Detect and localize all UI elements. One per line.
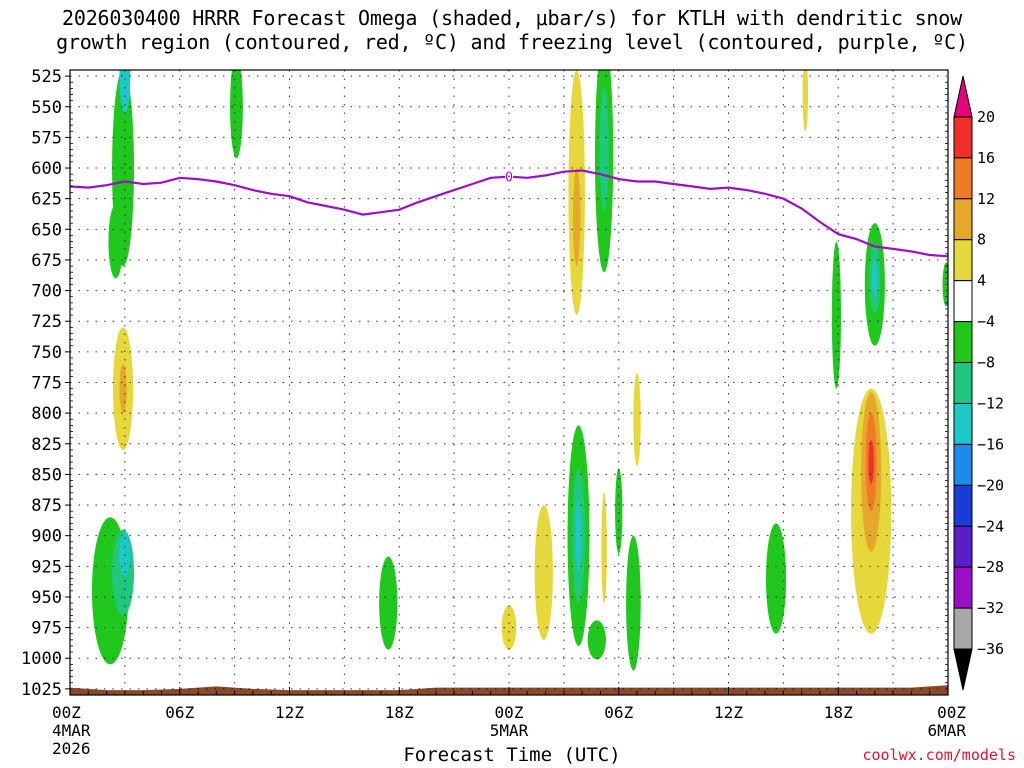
colorbar-bin-8 xyxy=(953,402,973,445)
y-tick-label-700: 700 xyxy=(31,282,62,302)
x-tick-sublabel-24-0: 5MAR xyxy=(490,721,529,740)
omega-cell-19 xyxy=(587,620,606,660)
colorbar-bin-2 xyxy=(953,157,973,200)
y-tick-label-1000: 1000 xyxy=(21,649,62,669)
colorbar-label-14: −36 xyxy=(977,640,1004,658)
x-tick-label-12: 12Z xyxy=(275,703,304,722)
omega-cell-22 xyxy=(626,535,641,671)
y-tick-label-625: 625 xyxy=(31,190,62,210)
x-tick-label-30: 06Z xyxy=(604,703,633,722)
y-tick-label-525: 525 xyxy=(31,67,62,87)
y-tick-label-650: 650 xyxy=(31,220,62,240)
colorbar-bin-11 xyxy=(953,525,973,568)
omega-cell-34 xyxy=(868,440,874,485)
x-tick-sublabel-48-0: 6MAR xyxy=(927,721,966,740)
y-tick-label-600: 600 xyxy=(31,159,62,179)
omega-cell-9 xyxy=(379,556,398,650)
x-tick-label-36: 12Z xyxy=(714,703,743,722)
omega-cell-21 xyxy=(615,468,623,555)
title-line-2: growth region (contoured, red, ºC) and f… xyxy=(56,30,968,54)
omega-cell-3 xyxy=(230,70,243,159)
colorbar-label-3: 12 xyxy=(977,190,995,208)
omega-cell-2 xyxy=(119,70,131,113)
x-axis-label: Forecast Time (UTC) xyxy=(403,744,621,766)
y-tick-label-550: 550 xyxy=(31,98,62,118)
omega-cell-8 xyxy=(119,532,131,577)
colorbar: 20 16 12 8 4 −4 −8 −12 −16 −20 −24 −28 −32 −36 xyxy=(953,75,1004,691)
y-tick-label-725: 725 xyxy=(31,312,62,332)
freezing-level-label: 0 xyxy=(505,171,513,186)
credit-text: coolwx.com/models xyxy=(862,746,1016,764)
colorbar-label-7: −8 xyxy=(977,354,995,372)
colorbar-bin-10 xyxy=(953,484,973,527)
y-tick-label-875: 875 xyxy=(31,496,62,516)
colorbar-label-8: −12 xyxy=(977,394,1004,412)
omega-cell-18 xyxy=(575,498,582,573)
colorbar-bin-3 xyxy=(953,198,973,241)
y-tick-label-800: 800 xyxy=(31,404,62,424)
colorbar-bin-6 xyxy=(953,321,973,364)
x-tick-label-48: 00Z xyxy=(937,703,966,722)
colorbar-label-6: −4 xyxy=(977,313,995,331)
colorbar-bin-5 xyxy=(953,280,973,323)
y-tick-label-675: 675 xyxy=(31,251,62,271)
omega-cell-29 xyxy=(872,261,878,296)
omega-cell-13 xyxy=(573,168,581,267)
y-tick-label-750: 750 xyxy=(31,343,62,363)
omega-shading xyxy=(91,70,948,671)
x-tick-label-6: 06Z xyxy=(165,703,194,722)
x-tick-label-0: 00Z xyxy=(52,703,81,722)
colorbar-label-11: −24 xyxy=(977,517,1004,535)
colorbar-label-13: −32 xyxy=(977,599,1004,617)
x-tick-sublabel-0-1: 2026 xyxy=(52,739,91,758)
colorbar-label-10: −20 xyxy=(977,476,1004,494)
omega-cell-23 xyxy=(633,372,641,466)
y-tick-label-975: 975 xyxy=(31,619,62,639)
colorbar-label-2: 16 xyxy=(977,149,995,167)
chart-title: 2026030400 HRRR Forecast Omega (shaded, … xyxy=(0,6,1024,54)
colorbar-bin-9 xyxy=(953,443,973,486)
omega-cell-1 xyxy=(108,204,124,279)
omega-cell-15 xyxy=(599,88,609,211)
x-tick-label-42: 18Z xyxy=(824,703,853,722)
colorbar-bin-4 xyxy=(953,239,973,282)
y-tick-label-850: 850 xyxy=(31,465,62,485)
colorbar-bin-1 xyxy=(953,116,973,159)
x-tick-label-24: 00Z xyxy=(495,703,524,722)
colorbar-label-5: 4 xyxy=(977,272,986,290)
gridlines xyxy=(69,70,949,695)
omega-cell-25 xyxy=(802,70,809,132)
omega-cell-20 xyxy=(601,492,607,604)
colorbar-bin-13 xyxy=(953,607,973,650)
omega-cell-24 xyxy=(765,523,787,634)
y-tick-label-575: 575 xyxy=(31,128,62,148)
y-tick-label-950: 950 xyxy=(31,588,62,608)
colorbar-bin-7 xyxy=(953,362,973,404)
colorbar-label-12: −28 xyxy=(977,558,1004,576)
colorbar-label-4: 8 xyxy=(977,231,986,249)
title-line-1: 2026030400 HRRR Forecast Omega (shaded, … xyxy=(62,6,962,30)
y-tick-label-900: 900 xyxy=(31,527,62,547)
y-axis: 525 550 575 600 625 650 675 700 725 750 775 800 825 8… xyxy=(21,67,948,700)
x-tick-sublabel-0-0: 4MAR xyxy=(52,721,91,740)
freezing-level-series: 0 xyxy=(70,168,948,258)
colorbar-arrow-top xyxy=(953,75,973,118)
x-tick-label-18: 18Z xyxy=(385,703,414,722)
omega-cell-11 xyxy=(534,505,553,640)
y-tick-label-1025: 1025 xyxy=(21,680,62,700)
y-tick-label-925: 925 xyxy=(31,557,62,577)
colorbar-label-9: −16 xyxy=(977,435,1004,453)
omega-cell-5 xyxy=(119,364,127,414)
freezing-level-label-bg xyxy=(505,168,513,184)
colorbar-arrow-bottom xyxy=(953,648,973,691)
omega-cell-26 xyxy=(831,241,841,389)
y-tick-label-775: 775 xyxy=(31,374,62,394)
colorbar-label-1: 20 xyxy=(977,108,995,126)
y-tick-label-825: 825 xyxy=(31,435,62,455)
colorbar-bin-12 xyxy=(953,566,973,609)
omega-cell-10 xyxy=(501,605,517,650)
